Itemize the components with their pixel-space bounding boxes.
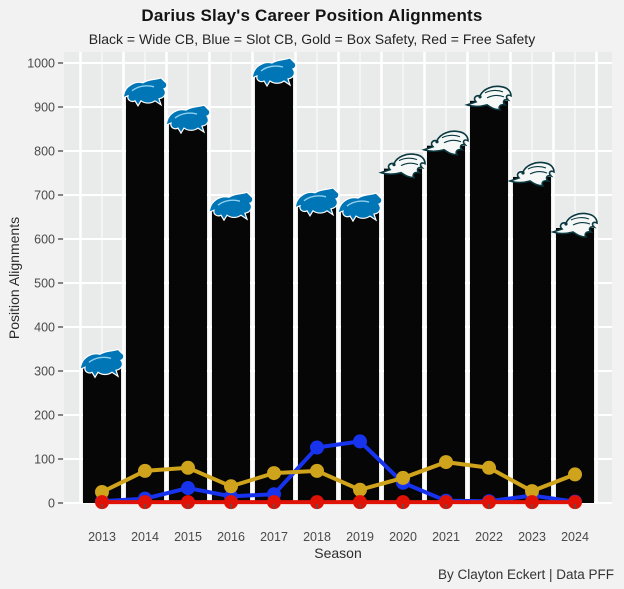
- philadelphia-eagles-logo-icon: [378, 153, 426, 179]
- free-safety-point-2016: [224, 495, 238, 510]
- box-safety-point-2016: [224, 479, 238, 494]
- free-safety-point-2019: [353, 495, 367, 510]
- bar-2023: [513, 176, 551, 503]
- x-tick-label-2021: 2021: [432, 530, 460, 544]
- bar-2017: [255, 74, 293, 503]
- x-tick-label-2023: 2023: [518, 530, 546, 544]
- box-safety-line: [101, 460, 576, 494]
- box-safety-point-2015: [181, 460, 195, 475]
- free-safety-point-2023: [525, 495, 539, 510]
- chart-title: Darius Slay's Career Position Alignments: [141, 6, 483, 25]
- y-tick-label: 700: [34, 189, 55, 203]
- bar-2014: [126, 93, 164, 504]
- y-tick-label: 400: [34, 321, 55, 335]
- slot-cb-point-2019: [353, 434, 367, 449]
- free-safety-point-2014: [138, 495, 152, 510]
- y-tick-label: 1000: [27, 57, 55, 71]
- x-tick-label-2019: 2019: [346, 530, 374, 544]
- box-safety-point-2021: [439, 455, 453, 470]
- free-safety-point-2017: [267, 495, 281, 510]
- x-tick-label-2018: 2018: [303, 530, 331, 544]
- x-tick-label-2016: 2016: [217, 530, 245, 544]
- chart-subtitle: Black = Wide CB, Blue = Slot CB, Gold = …: [88, 31, 536, 47]
- y-tick-label: 100: [34, 453, 55, 467]
- bar-logos: [79, 57, 598, 379]
- philadelphia-eagles-logo-icon: [464, 85, 512, 111]
- x-axis-title: Season: [314, 545, 362, 561]
- free-safety-point-2020: [396, 495, 410, 510]
- free-safety-point-2018: [310, 495, 324, 510]
- bar-2013: [83, 365, 121, 503]
- x-tick-label-2014: 2014: [131, 530, 159, 544]
- bar-2015: [169, 121, 207, 503]
- x-tick-label-2022: 2022: [475, 530, 503, 544]
- detroit-lions-logo-icon: [79, 348, 125, 379]
- detroit-lions-logo-icon: [294, 187, 340, 217]
- free-safety-point-2013: [95, 495, 109, 510]
- bar-2018: [298, 203, 336, 504]
- bar-2024: [556, 228, 594, 503]
- free-safety-point-2024: [568, 495, 582, 510]
- detroit-lions-logo-icon: [122, 77, 168, 107]
- x-tick-label-2015: 2015: [174, 530, 202, 544]
- detroit-lions-logo-icon: [165, 104, 211, 135]
- y-tick-label: 300: [34, 365, 55, 379]
- y-tick-label: 800: [34, 145, 55, 159]
- free-safety-point-2021: [439, 495, 453, 510]
- box-safety-series: [95, 455, 582, 499]
- free-safety-series: [95, 495, 582, 510]
- box-safety-point-2018: [310, 463, 324, 478]
- box-safety-point-2013: [95, 485, 109, 499]
- y-tick-label: 600: [34, 233, 55, 247]
- y-tick-label: 200: [34, 409, 55, 423]
- box-safety-point-2014: [138, 463, 152, 478]
- free-safety-point-2015: [181, 495, 195, 510]
- x-tick-label-2024: 2024: [561, 530, 589, 544]
- bar-2019: [341, 209, 379, 503]
- bar-2020: [384, 168, 422, 503]
- bar-2022: [470, 100, 508, 503]
- detroit-lions-logo-icon: [251, 57, 297, 88]
- x-tick-label-2013: 2013: [88, 530, 116, 544]
- chart-caption: By Clayton Eckert | Data PFF: [437, 567, 614, 582]
- detroit-lions-logo-icon: [337, 192, 383, 223]
- y-tick-label: 500: [34, 277, 55, 291]
- y-tick-label: 900: [34, 101, 55, 115]
- box-safety-point-2020: [396, 470, 410, 485]
- box-safety-point-2019: [353, 482, 367, 497]
- box-safety-point-2017: [267, 466, 281, 481]
- philadelphia-eagles-logo-icon: [507, 161, 555, 187]
- y-axis-title: Position Alignments: [6, 216, 22, 340]
- y-tick-label: 0: [48, 497, 55, 511]
- philadelphia-eagles-logo-icon: [421, 130, 469, 156]
- detroit-lions-logo-icon: [208, 191, 254, 222]
- box-safety-point-2024: [568, 467, 582, 482]
- box-safety-point-2022: [482, 460, 496, 475]
- free-safety-point-2022: [482, 495, 496, 510]
- axes: 0 100 200 300 400 500 600 700 800 900 1000 2013 2014…: [27, 57, 589, 545]
- slot-cb-point-2018: [310, 440, 324, 455]
- box-safety-point-2023: [525, 484, 539, 499]
- bar-2016: [212, 208, 250, 503]
- wide-cb-bars: [83, 74, 594, 504]
- x-tick-label-2017: 2017: [260, 530, 288, 544]
- bar-2021: [427, 145, 465, 503]
- philadelphia-eagles-logo-icon: [550, 212, 598, 238]
- x-tick-label-2020: 2020: [389, 530, 417, 544]
- slot-cb-point-2015: [181, 481, 195, 496]
